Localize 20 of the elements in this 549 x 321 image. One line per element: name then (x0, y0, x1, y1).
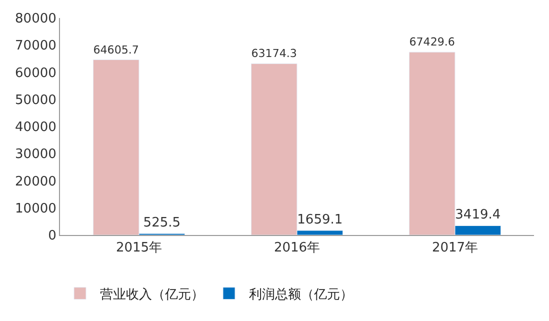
y-tick-label: 30000 (15, 147, 56, 162)
x-tick-label: 2017年 (432, 240, 478, 256)
y-tick-label: 50000 (15, 92, 56, 108)
y-tick-label: 60000 (15, 66, 56, 81)
y-tick-label: 10000 (15, 201, 56, 216)
data-label: 525.5 (143, 216, 181, 231)
data-label: 63174.3 (251, 47, 297, 60)
y-tick-label: 40000 (15, 120, 56, 136)
y-tick-label: 70000 (15, 38, 56, 54)
legend-label: 利润总额（亿元） (249, 287, 353, 302)
y-tick-label: 0 (48, 228, 56, 244)
y-tick-label: 80000 (15, 12, 56, 27)
data-label: 1659.1 (297, 212, 343, 228)
data-label: 67429.6 (409, 36, 455, 49)
legend-label: 营业收入（亿元） (100, 287, 204, 302)
y-tick-label: 20000 (15, 174, 56, 190)
data-label: 3419.4 (455, 208, 501, 223)
data-label: 64605.7 (93, 43, 139, 56)
x-tick-label: 2016年 (274, 240, 320, 256)
x-tick-label: 2015年 (116, 240, 162, 256)
